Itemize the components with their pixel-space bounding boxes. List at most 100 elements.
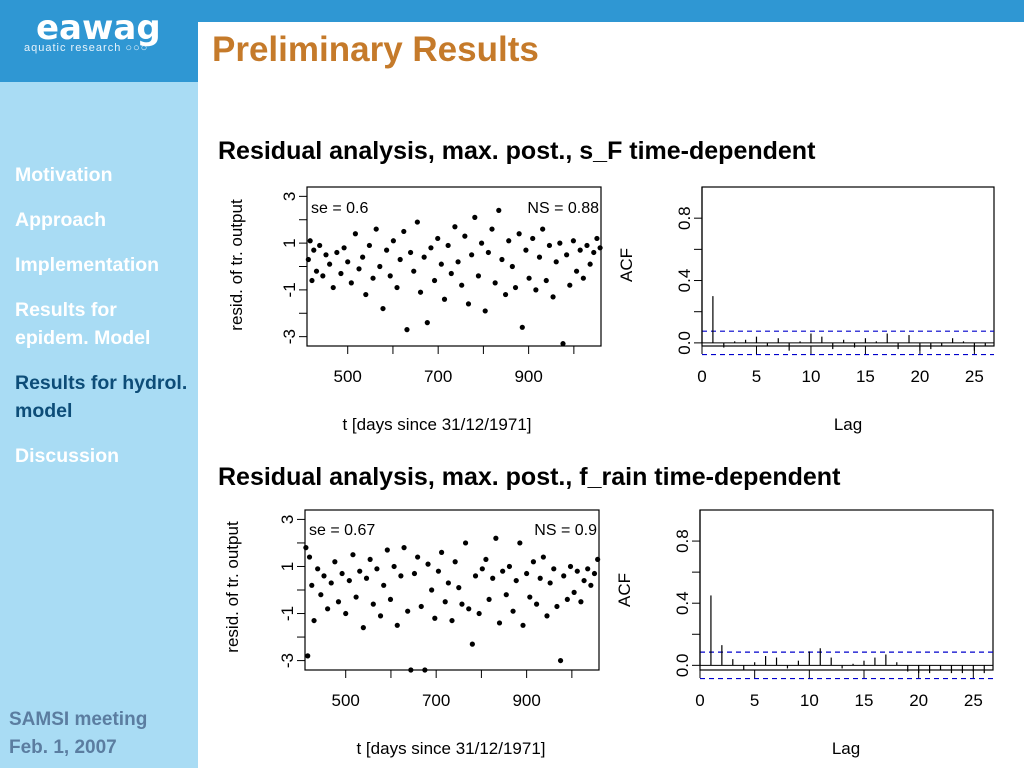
data-point	[492, 280, 498, 286]
data-point	[547, 580, 553, 586]
y-axis-label: resid. of tr. output	[227, 199, 246, 331]
data-point	[469, 641, 475, 647]
data-point	[537, 575, 543, 581]
data-point	[513, 577, 519, 584]
data-point	[387, 596, 394, 603]
data-point	[424, 320, 430, 326]
plot-frame	[701, 186, 995, 347]
data-point	[404, 327, 410, 333]
sidebar-item-implementation[interactable]: Implementation	[15, 254, 160, 276]
data-point	[524, 570, 530, 577]
footer-line-2: Feb. 1, 2007	[9, 737, 117, 758]
data-point	[588, 582, 594, 588]
sidebar-item-results-hydrol[interactable]: Results for hydrol. model	[15, 372, 188, 422]
x-tick-label: 700	[424, 367, 452, 386]
data-point	[517, 540, 523, 546]
data-point	[506, 238, 512, 244]
data-point	[462, 540, 469, 546]
data-point	[417, 289, 424, 295]
data-point	[459, 282, 465, 288]
x-tick-label: 25	[964, 691, 983, 710]
data-point	[438, 549, 445, 555]
data-point	[377, 263, 383, 270]
data-point	[496, 620, 503, 626]
eawag-logo: eawag aquatic research ○○○	[0, 0, 198, 82]
data-point	[394, 284, 400, 291]
data-point	[584, 242, 590, 249]
sidebar-item-motivation[interactable]: Motivation	[15, 164, 113, 186]
data-point	[405, 608, 411, 614]
data-point	[429, 587, 435, 593]
y-axis-label: ACF	[615, 573, 634, 607]
data-point	[363, 291, 369, 298]
data-point	[469, 252, 475, 258]
data-point	[334, 249, 340, 256]
data-point	[500, 568, 506, 574]
x-tick-label: 10	[801, 367, 820, 386]
data-point	[479, 566, 485, 572]
data-point	[574, 568, 580, 574]
data-point	[384, 247, 390, 253]
data-point	[506, 563, 513, 570]
annotation-se: se = 0.67	[309, 522, 375, 539]
data-point	[591, 570, 598, 577]
section-title-2: Residual analysis, max. post., f_rain ti…	[218, 463, 841, 491]
data-point	[323, 252, 329, 258]
data-point	[345, 259, 351, 265]
data-point	[543, 277, 549, 284]
data-point	[414, 219, 420, 225]
data-point	[370, 601, 376, 607]
data-point	[564, 252, 570, 258]
data-point	[544, 613, 550, 619]
data-point	[377, 613, 384, 619]
data-point	[533, 287, 539, 293]
page-title: Preliminary Results	[212, 30, 539, 69]
data-point	[466, 606, 472, 612]
data-point	[597, 245, 603, 251]
data-point	[341, 245, 347, 251]
data-point	[486, 596, 492, 603]
y-tick-label: -1	[280, 282, 299, 297]
data-point	[465, 301, 472, 307]
data-point	[305, 653, 311, 659]
y-tick-label: 0.0	[675, 331, 694, 355]
data-point	[585, 566, 591, 572]
x-tick-label: 5	[750, 691, 759, 710]
y-tick-label: 0.4	[673, 591, 692, 615]
x-axis-label: Lag	[832, 739, 860, 758]
x-axis-label: t [days since 31/12/1971]	[356, 739, 545, 758]
data-point	[318, 592, 324, 598]
data-point	[462, 233, 468, 239]
section-title-1: Residual analysis, max. post., s_F time-…	[218, 137, 816, 165]
data-point	[567, 282, 573, 288]
y-tick-label: 0.4	[675, 269, 694, 293]
x-axis-label: Lag	[834, 415, 862, 434]
data-point	[573, 268, 580, 274]
data-point	[533, 601, 540, 607]
data-point	[401, 228, 407, 235]
sidebar-item-discussion[interactable]: Discussion	[15, 445, 120, 467]
data-point	[581, 577, 587, 584]
x-tick-label: 25	[965, 367, 984, 386]
data-point	[554, 603, 560, 610]
data-point	[441, 296, 448, 302]
y-tick-label: 0.8	[675, 206, 694, 230]
x-tick-label: 500	[334, 367, 362, 386]
data-point	[348, 280, 354, 286]
y-tick-label: 0.0	[673, 654, 692, 678]
data-point	[321, 573, 327, 579]
data-point	[339, 570, 345, 577]
data-point	[309, 582, 315, 588]
data-point	[478, 240, 485, 246]
sidebar-item-approach[interactable]: Approach	[15, 209, 107, 231]
data-point	[564, 596, 570, 603]
sidebar-item-results-epidem[interactable]: Results for epidem. Model	[15, 299, 151, 349]
data-point	[352, 231, 358, 237]
data-point	[580, 275, 586, 281]
data-point	[435, 235, 441, 242]
data-point	[311, 247, 317, 253]
data-point	[391, 563, 397, 570]
data-point	[452, 559, 458, 565]
y-tick-label: 1	[280, 238, 299, 247]
